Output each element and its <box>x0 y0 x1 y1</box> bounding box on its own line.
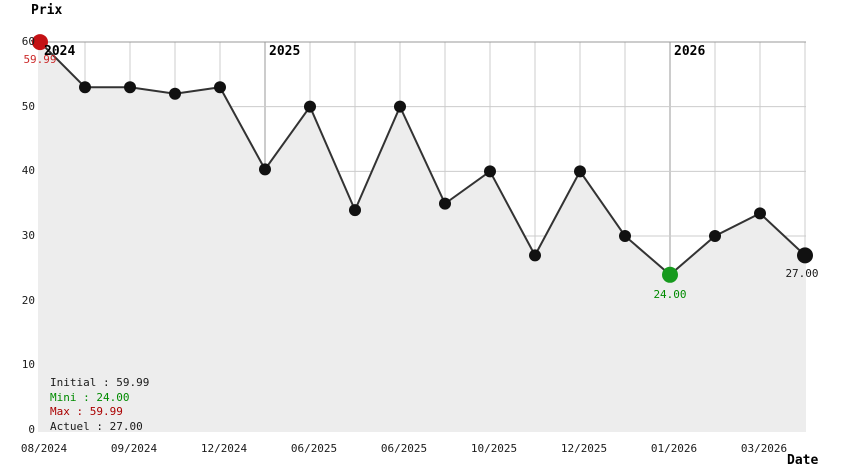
legend-actuel: Actuel : 27.00 <box>50 419 143 433</box>
data-point <box>304 100 316 113</box>
point-label-min: 24.00 <box>653 287 687 301</box>
x-tick-label: 06/2025 <box>290 442 338 455</box>
data-point <box>484 165 496 178</box>
data-point <box>574 165 586 178</box>
year-label: 2026 <box>674 44 706 59</box>
x-tick-label: 08/2024 <box>20 442 68 455</box>
data-point <box>124 81 136 94</box>
data-point <box>259 163 271 176</box>
y-tick-label: 0 <box>28 423 35 436</box>
y-tick-label: 40 <box>21 164 35 178</box>
legend-initial: Initial : 59.99 <box>50 376 150 389</box>
y-axis-title: Prix <box>31 3 63 18</box>
point-label-start: 59.99 <box>23 53 57 67</box>
data-point <box>619 230 631 242</box>
data-point <box>394 100 406 113</box>
data-point <box>529 249 541 262</box>
data-point-start <box>32 34 48 51</box>
data-point <box>754 207 766 220</box>
price-area-fill <box>38 42 806 432</box>
x-axis-title: Date <box>787 453 819 468</box>
data-point <box>709 230 721 242</box>
data-point <box>214 81 226 94</box>
data-point <box>79 81 91 94</box>
x-tick-label: 10/2025 <box>470 442 518 455</box>
y-tick-label: 30 <box>21 229 35 242</box>
y-tick-label: 60 <box>21 35 35 48</box>
y-tick-label: 20 <box>21 293 35 307</box>
x-tick-label: 09/2024 <box>110 442 158 455</box>
price-line <box>39 41 806 277</box>
point-label-current: 27.00 <box>785 267 819 281</box>
legend-mini: Mini : 24.00 <box>50 390 130 404</box>
x-tick-label: 06/2025 <box>380 442 428 455</box>
x-tick-label: 12/2025 <box>560 442 608 455</box>
y-tick-label: 10 <box>21 358 35 372</box>
x-tick-label: 12/2024 <box>200 442 248 455</box>
legend-max: Max : 59.99 <box>50 405 123 419</box>
data-point-min <box>662 266 678 283</box>
year-label: 2025 <box>269 44 301 59</box>
x-tick-label: 03/2026 <box>740 442 788 455</box>
data-point <box>439 197 451 210</box>
year-label: 2024 <box>44 44 76 59</box>
data-point <box>169 87 181 100</box>
y-tick-label: 50 <box>21 99 35 113</box>
x-tick-label: 01/2026 <box>650 442 698 455</box>
data-point <box>349 204 361 217</box>
data-point-current <box>797 247 813 264</box>
price-summary-legend: Initial : 59.99 Mini : 24.00 Max : 59.99… <box>50 376 149 434</box>
